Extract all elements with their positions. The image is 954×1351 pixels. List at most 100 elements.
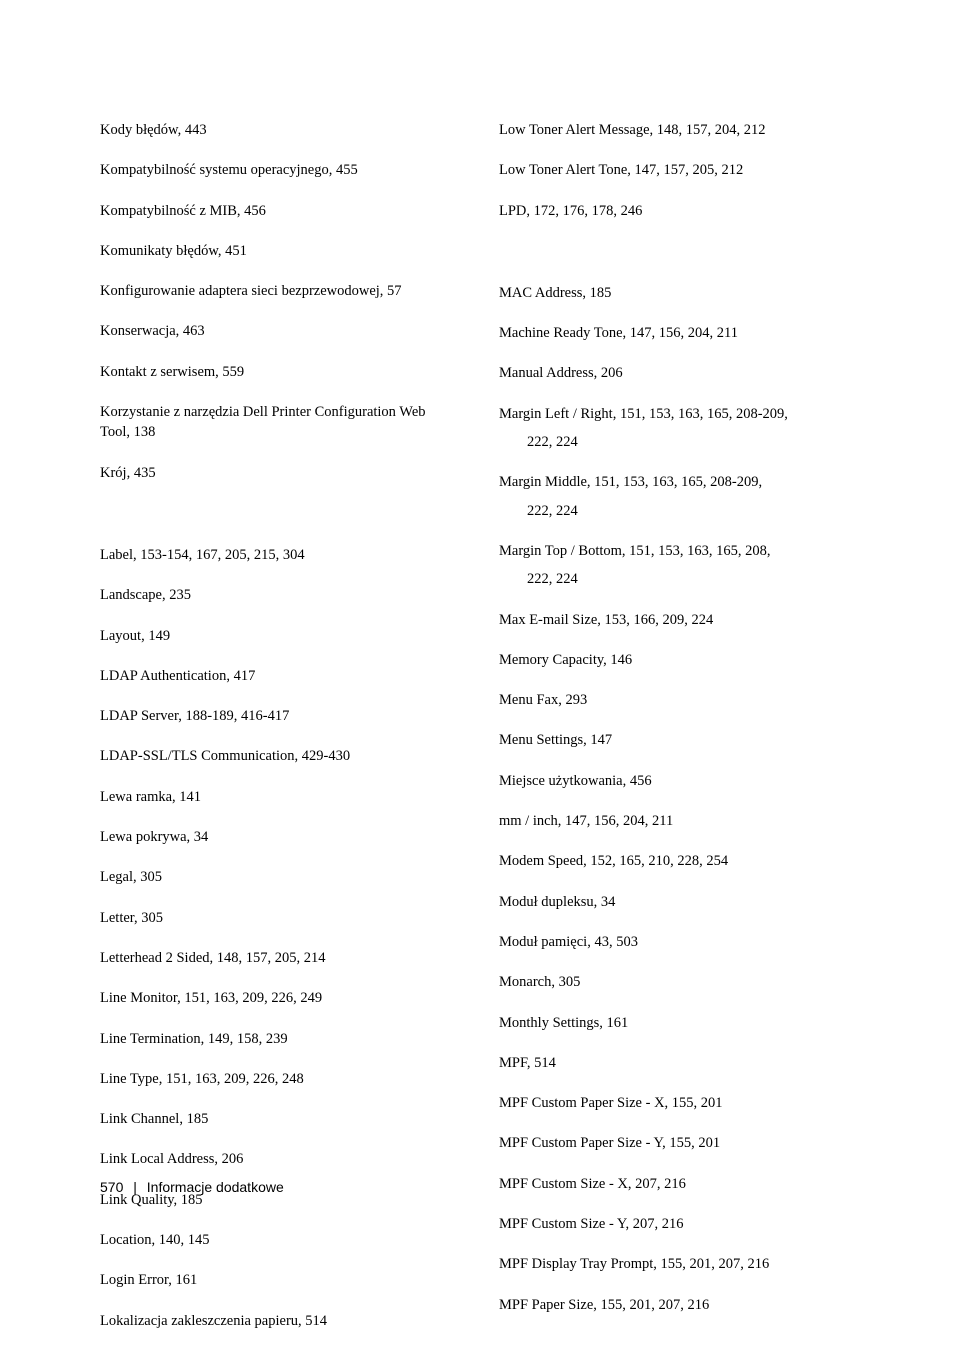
index-entry-text: Lewa ramka, 141 xyxy=(100,787,455,807)
index-entry-text: Location, 140, 145 xyxy=(100,1230,455,1250)
index-entry-text: Memory Capacity, 146 xyxy=(499,650,854,670)
section-gap xyxy=(100,503,455,545)
index-entry-text: Lewa pokrywa, 34 xyxy=(100,827,455,847)
index-entry: Kompatybilność systemu operacyjnego, 455 xyxy=(100,160,455,180)
index-entry-text: MPF Display Tray Prompt, 155, 201, 207, … xyxy=(499,1254,854,1274)
index-entry-text: Korzystanie z narzędzia Dell Printer Con… xyxy=(100,402,455,443)
index-entry: MPF Custom Paper Size - X, 155, 201 xyxy=(499,1093,854,1113)
index-entry: Login Error, 161 xyxy=(100,1270,455,1290)
index-entry-text: Komunikaty błędów, 451 xyxy=(100,241,455,261)
index-entry-text: Line Termination, 149, 158, 239 xyxy=(100,1029,455,1049)
index-entry-text: Login Error, 161 xyxy=(100,1270,455,1290)
index-entry-text: LDAP Authentication, 417 xyxy=(100,666,455,686)
index-entry-text: Margin Left / Right, 151, 153, 163, 165,… xyxy=(499,404,854,424)
index-entry-text: Link Local Address, 206 xyxy=(100,1149,455,1169)
index-entry-text: MPF Custom Size - Y, 207, 216 xyxy=(499,1214,854,1234)
index-entry-text: MPF, 514 xyxy=(499,1053,854,1073)
index-entry: LDAP Authentication, 417 xyxy=(100,666,455,686)
index-entry-sub: 222, 224 xyxy=(499,432,854,452)
index-entry-text: Label, 153-154, 167, 205, 215, 304 xyxy=(100,545,455,565)
index-entry: Moduł dupleksu, 34 xyxy=(499,892,854,912)
index-entry: Label, 153-154, 167, 205, 215, 304 xyxy=(100,545,455,565)
index-entry: Line Type, 151, 163, 209, 226, 248 xyxy=(100,1069,455,1089)
index-entry-text: Kody błędów, 443 xyxy=(100,120,455,140)
index-entry: MPF Display Tray Prompt, 155, 201, 207, … xyxy=(499,1254,854,1274)
footer-separator: | xyxy=(133,1179,137,1195)
index-entry-text: Lokalizacja zakleszczenia papieru, 514 xyxy=(100,1311,455,1331)
index-entry: Link Local Address, 206 xyxy=(100,1149,455,1169)
index-entry: Lewa pokrywa, 34 xyxy=(100,827,455,847)
footer-section-label: Informacje dodatkowe xyxy=(147,1179,284,1195)
index-entry-text: Letterhead 2 Sided, 148, 157, 205, 214 xyxy=(100,948,455,968)
index-entry: MPF Custom Paper Size - Y, 155, 201 xyxy=(499,1133,854,1153)
index-entry-text: Link Channel, 185 xyxy=(100,1109,455,1129)
index-entry: Manual Address, 206 xyxy=(499,363,854,383)
index-entry: LDAP Server, 188-189, 416-417 xyxy=(100,706,455,726)
index-entry: LPD, 172, 176, 178, 246 xyxy=(499,201,854,221)
index-entry-text: MPF Paper Size, 155, 201, 207, 216 xyxy=(499,1295,854,1315)
index-entry-sub: 222, 224 xyxy=(499,569,854,589)
index-entry-text: Konfigurowanie adaptera sieci bezprzewod… xyxy=(100,281,455,301)
index-entry: Kontakt z serwisem, 559 xyxy=(100,362,455,382)
index-entry-text: Manual Address, 206 xyxy=(499,363,854,383)
index-entry: Location, 140, 145 xyxy=(100,1230,455,1250)
index-entry-text: Line Type, 151, 163, 209, 226, 248 xyxy=(100,1069,455,1089)
index-entry-text: MPF Custom Size - X, 207, 216 xyxy=(499,1174,854,1194)
index-entry-text: mm / inch, 147, 156, 204, 211 xyxy=(499,811,854,831)
index-entry-text: Monarch, 305 xyxy=(499,972,854,992)
index-entry-text: Miejsce użytkowania, 456 xyxy=(499,771,854,791)
index-entry: MPF Custom Size - Y, 207, 216 xyxy=(499,1214,854,1234)
index-entry-text: Moduł dupleksu, 34 xyxy=(499,892,854,912)
index-entry: Link Channel, 185 xyxy=(100,1109,455,1129)
index-entry-text: Moduł pamięci, 43, 503 xyxy=(499,932,854,952)
index-entry-text: Legal, 305 xyxy=(100,867,455,887)
index-entry-text: Machine Ready Tone, 147, 156, 204, 211 xyxy=(499,323,854,343)
index-entry-text: LDAP Server, 188-189, 416-417 xyxy=(100,706,455,726)
index-entry: Landscape, 235 xyxy=(100,585,455,605)
index-entry-text: Konserwacja, 463 xyxy=(100,321,455,341)
index-entry: Monarch, 305 xyxy=(499,972,854,992)
index-entry: Margin Middle, 151, 153, 163, 165, 208-2… xyxy=(499,472,854,521)
index-entry-text: Kompatybilność z MIB, 456 xyxy=(100,201,455,221)
index-entry: Machine Ready Tone, 147, 156, 204, 211 xyxy=(499,323,854,343)
right-column: Low Toner Alert Message, 148, 157, 204, … xyxy=(499,120,854,1351)
index-entry-text: Kontakt z serwisem, 559 xyxy=(100,362,455,382)
index-entry: Kody błędów, 443 xyxy=(100,120,455,140)
index-entry: Line Termination, 149, 158, 239 xyxy=(100,1029,455,1049)
index-entry: Margin Left / Right, 151, 153, 163, 165,… xyxy=(499,404,854,453)
index-entry-text: Margin Top / Bottom, 151, 153, 163, 165,… xyxy=(499,541,854,561)
index-entry-text: Letter, 305 xyxy=(100,908,455,928)
index-entry: MPF, 514 xyxy=(499,1053,854,1073)
index-entry: Krój, 435 xyxy=(100,463,455,483)
index-entry-text: MPF Custom Paper Size - X, 155, 201 xyxy=(499,1093,854,1113)
index-entry: Lokalizacja zakleszczenia papieru, 514 xyxy=(100,1311,455,1331)
section-gap xyxy=(499,241,854,283)
index-entry: Menu Fax, 293 xyxy=(499,690,854,710)
index-entry: Moduł pamięci, 43, 503 xyxy=(499,932,854,952)
index-entry: Komunikaty błędów, 451 xyxy=(100,241,455,261)
index-entry: MPF Custom Size - X, 207, 216 xyxy=(499,1174,854,1194)
index-entry: Low Toner Alert Tone, 147, 157, 205, 212 xyxy=(499,160,854,180)
index-entry-text: Landscape, 235 xyxy=(100,585,455,605)
index-entry-text: Krój, 435 xyxy=(100,463,455,483)
index-entry: Monthly Settings, 161 xyxy=(499,1013,854,1033)
index-entry: Layout, 149 xyxy=(100,626,455,646)
index-entry: Legal, 305 xyxy=(100,867,455,887)
index-entry: Menu Settings, 147 xyxy=(499,730,854,750)
index-entry: Max E-mail Size, 153, 166, 209, 224 xyxy=(499,610,854,630)
index-entry: Konfigurowanie adaptera sieci bezprzewod… xyxy=(100,281,455,301)
index-entry-text: Max E-mail Size, 153, 166, 209, 224 xyxy=(499,610,854,630)
index-entry-text: Menu Settings, 147 xyxy=(499,730,854,750)
index-entry-text: Layout, 149 xyxy=(100,626,455,646)
index-entry-text: MPF Custom Paper Size - Y, 155, 201 xyxy=(499,1133,854,1153)
index-entry: Memory Capacity, 146 xyxy=(499,650,854,670)
index-entry-text: Margin Middle, 151, 153, 163, 165, 208-2… xyxy=(499,472,854,492)
index-entry-sub: 222, 224 xyxy=(499,501,854,521)
index-entry: Konserwacja, 463 xyxy=(100,321,455,341)
index-entry: Lewa ramka, 141 xyxy=(100,787,455,807)
index-entry-text: MAC Address, 185 xyxy=(499,283,854,303)
index-entry: Letterhead 2 Sided, 148, 157, 205, 214 xyxy=(100,948,455,968)
index-entry: mm / inch, 147, 156, 204, 211 xyxy=(499,811,854,831)
index-columns: Kody błędów, 443 Kompatybilność systemu o… xyxy=(100,120,854,1351)
index-entry-text: Low Toner Alert Tone, 147, 157, 205, 212 xyxy=(499,160,854,180)
